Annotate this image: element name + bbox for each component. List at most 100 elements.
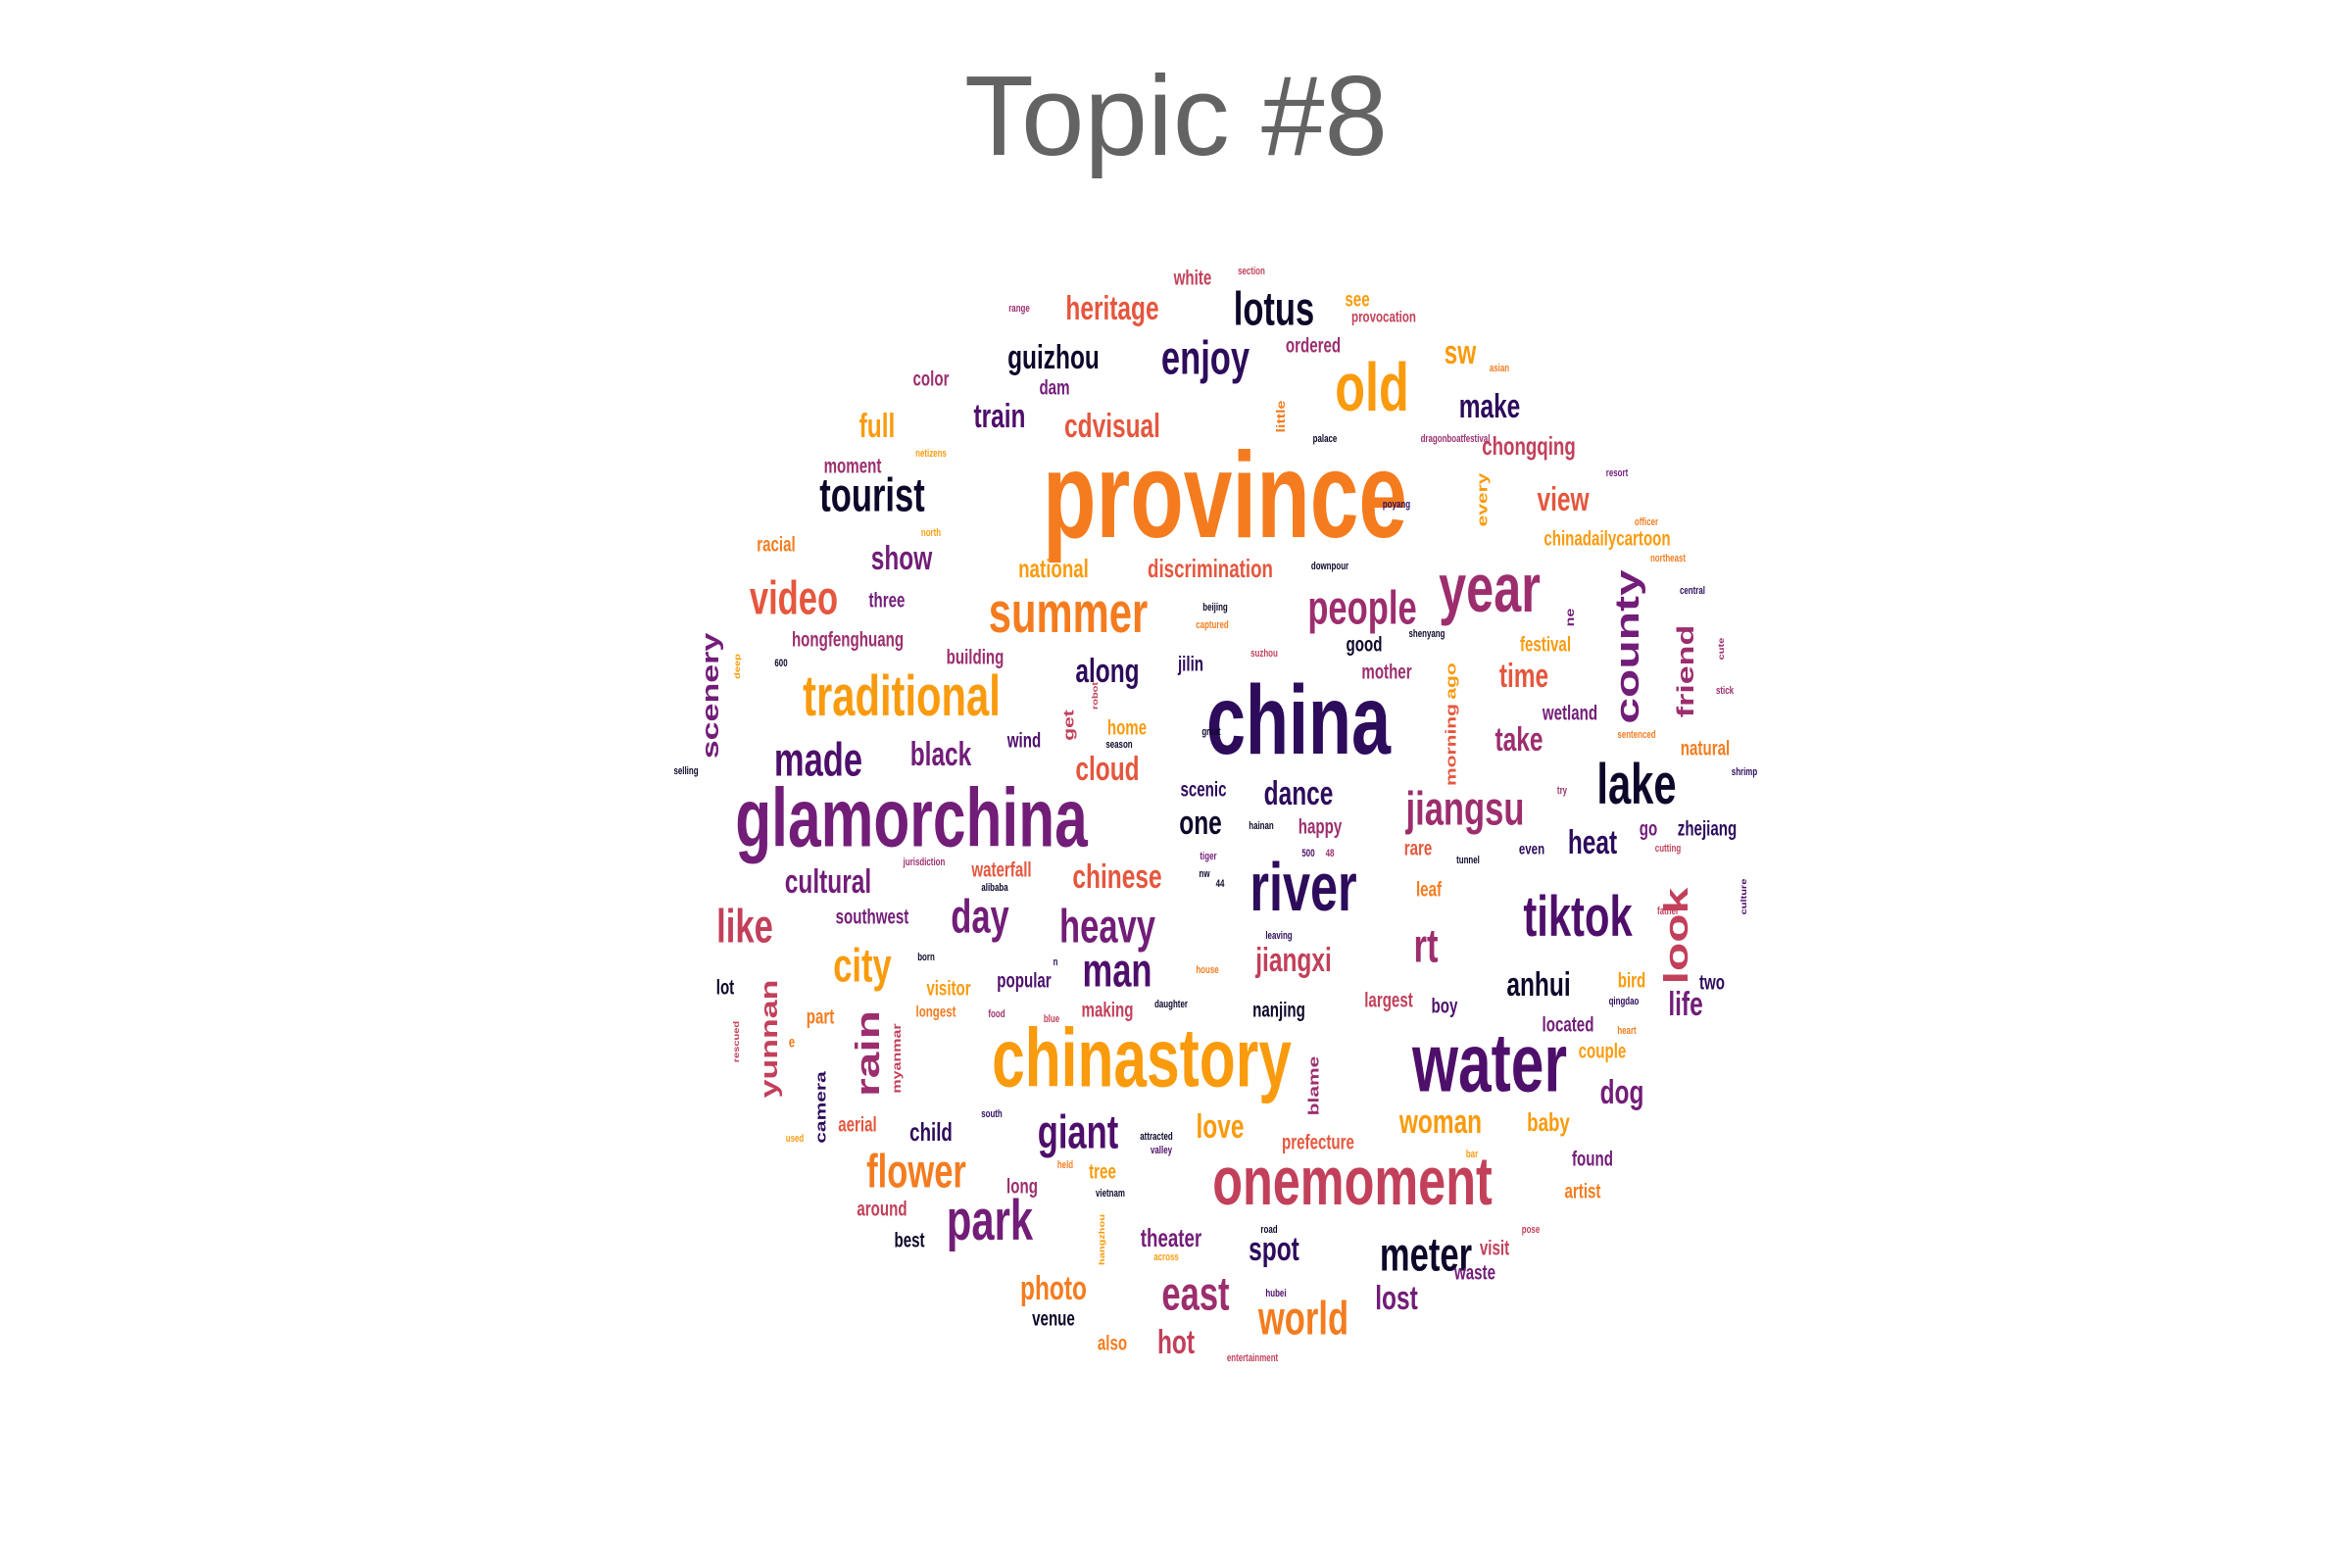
word-artist: artist [1565, 1179, 1601, 1202]
word-tunnel: tunnel [1456, 855, 1480, 867]
word-vietnam: vietnam [1096, 1188, 1125, 1200]
word-aerial: aerial [838, 1112, 876, 1136]
word-guizhou: guizhou [1007, 339, 1100, 376]
word-around: around [857, 1197, 906, 1220]
word-lot: lot [716, 975, 734, 999]
word-leaf: leaf [1416, 877, 1443, 901]
word-tourist: tourist [819, 468, 925, 521]
word-resort: resort [1606, 467, 1629, 480]
word-food: food [988, 1008, 1004, 1021]
word-nanjing: nanjing [1252, 998, 1305, 1021]
word-dog: dog [1600, 1074, 1644, 1111]
word-deep: deep [733, 654, 742, 679]
word-good: good [1347, 632, 1383, 656]
word-home: home [1107, 715, 1147, 739]
word-shenyang: shenyang [1409, 628, 1446, 641]
word-visitor: visitor [926, 976, 970, 1000]
page-title: Topic #8 [963, 52, 1389, 179]
word-cutting: cutting [1655, 843, 1681, 856]
word-discrimination: discrimination [1148, 554, 1273, 583]
word-onemoment: onemoment [1212, 1143, 1493, 1219]
word-take: take [1495, 721, 1544, 759]
word-world: world [1257, 1292, 1348, 1345]
word-central: central [1680, 585, 1705, 598]
word-little: little [1274, 400, 1287, 432]
word-made: made [774, 733, 862, 786]
word-rescued: rescued [732, 1021, 741, 1062]
word-morning: morning [1442, 704, 1458, 786]
word-ago: ago [1442, 662, 1458, 699]
word-photo: photo [1020, 1270, 1087, 1307]
word-600: 600 [774, 658, 787, 670]
word-part: part [807, 1004, 835, 1028]
word-moment: moment [824, 454, 882, 477]
word-baby: baby [1527, 1107, 1570, 1137]
word-44: 44 [1216, 878, 1225, 891]
word-theater: theater [1141, 1223, 1202, 1252]
word-traditional: traditional [803, 663, 1001, 727]
word-heart: heart [1617, 1025, 1637, 1038]
word-province: province [1043, 427, 1407, 564]
word-prefecture: prefecture [1282, 1130, 1354, 1153]
word-cdvisual: cdvisual [1064, 408, 1160, 445]
word-happy: happy [1298, 814, 1343, 838]
word-netizens: netizens [915, 448, 947, 461]
word-building: building [947, 645, 1004, 668]
word-suzhou: suzhou [1250, 648, 1278, 661]
word-along: along [1075, 653, 1139, 690]
word-section: section [1238, 266, 1265, 278]
word-meter: meter [1380, 1228, 1472, 1281]
word-flower: flower [866, 1145, 966, 1198]
word-chinese: chinese [1072, 858, 1161, 896]
word-waste: waste [1453, 1260, 1495, 1284]
word-spot: spot [1249, 1231, 1299, 1268]
word-look: look [1657, 887, 1695, 985]
word-longest: longest [916, 1003, 956, 1020]
word-three: three [869, 588, 906, 612]
word-make: make [1459, 388, 1521, 425]
word-hongfenghuang: hongfenghuang [792, 627, 904, 651]
word-beijing: beijing [1202, 602, 1228, 614]
word-life: life [1668, 986, 1702, 1023]
word-china: china [1206, 665, 1392, 774]
word-held: held [1057, 1159, 1073, 1172]
word-heritage: heritage [1065, 290, 1158, 327]
word-range: range [1008, 303, 1030, 316]
word-popular: popular [997, 968, 1051, 992]
word-color: color [913, 367, 950, 390]
word-hot: hot [1157, 1324, 1195, 1361]
word-lotus: lotus [1234, 282, 1315, 335]
word-wetland: wetland [1542, 701, 1597, 724]
word-anhui: anhui [1506, 966, 1570, 1004]
word-ne: ne [1563, 608, 1576, 626]
word-couple: couple [1579, 1039, 1627, 1062]
word-see: see [1345, 287, 1369, 311]
word-one: one [1179, 805, 1221, 842]
word-jilin: jilin [1177, 652, 1203, 675]
word-48: 48 [1326, 848, 1335, 860]
word-season: season [1105, 739, 1132, 752]
word-friend: friend [1672, 625, 1698, 717]
word-national: national [1018, 554, 1089, 583]
word-father: father [1657, 906, 1679, 918]
word-cultural: cultural [785, 863, 871, 901]
word-people: people [1307, 581, 1416, 634]
word-dance: dance [1264, 775, 1334, 812]
word-dragonboatfestival: dragonboatfestival [1421, 433, 1491, 446]
word-rain: rain [849, 1010, 887, 1097]
word-natural: natural [1681, 736, 1730, 760]
word-year: year [1439, 550, 1541, 626]
word-nw: nw [1199, 868, 1209, 881]
word-best: best [894, 1228, 924, 1251]
word-heavy: heavy [1059, 900, 1156, 953]
word-shrimp: shrimp [1732, 766, 1758, 779]
word-officer: officer [1635, 516, 1658, 529]
word-house: house [1196, 964, 1218, 977]
word-river: river [1250, 849, 1356, 925]
word-heat: heat [1568, 824, 1617, 861]
word-zhejiang: zhejiang [1678, 816, 1737, 840]
word-camera: camera [811, 1070, 828, 1143]
word-asian: asian [1490, 363, 1509, 375]
word-every: every [1473, 472, 1490, 527]
word-selling: selling [673, 765, 698, 778]
